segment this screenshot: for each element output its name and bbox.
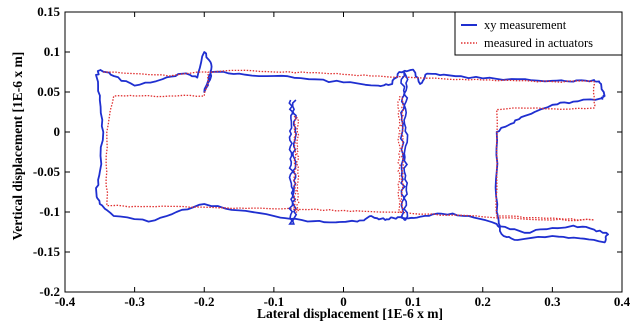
y-tick-label: -0.2 [39,284,60,299]
x-axis-label: Lateral displacement [1E-6 x m] [257,306,443,321]
x-tick-label: -0.4 [55,294,76,309]
y-tick-label: 0.15 [37,4,60,19]
y-tick-label: -0.1 [39,204,60,219]
vertical-trace-2 [292,115,300,213]
axes: -0.4 -0.3 -0.2 -0.1 0 0.1 0.2 0.3 0.4 -0.2 -0.15 -0… [33,4,631,309]
legend-label-measured-in-actuators: measured in actuators [484,36,593,50]
x-tick-label: -0.2 [194,294,215,309]
x-tick-label: -0.3 [124,294,145,309]
x-tick-label: 0.4 [614,294,631,309]
y-tick-label: -0.05 [33,164,61,179]
legend-box [454,11,623,56]
vertical-trace-1 [399,71,409,221]
plot-area [95,51,609,244]
y-tick-label: 0.1 [44,44,60,59]
y-tick-label: -0.15 [33,244,61,259]
y-tick-label: 0.05 [37,84,60,99]
x-tick-label: -0.1 [264,294,285,309]
vertical-trace-0 [288,99,298,225]
x-tick-label: 0.2 [475,294,491,309]
series-line-0 [95,51,609,244]
x-tick-label: 0 [340,294,347,309]
x-tick-label: 0.1 [405,294,421,309]
y-axis-label: Vertical displacement [1E-6 x m] [10,52,25,240]
vertical-trace-3 [397,95,405,213]
y-tick-label: 0 [54,124,61,139]
series-line-1 [103,69,596,222]
x-tick-label: 0.3 [544,294,561,309]
legend: xy measurement measured in actuators [454,11,623,56]
legend-label-xy-measurement: xy measurement [484,18,567,32]
